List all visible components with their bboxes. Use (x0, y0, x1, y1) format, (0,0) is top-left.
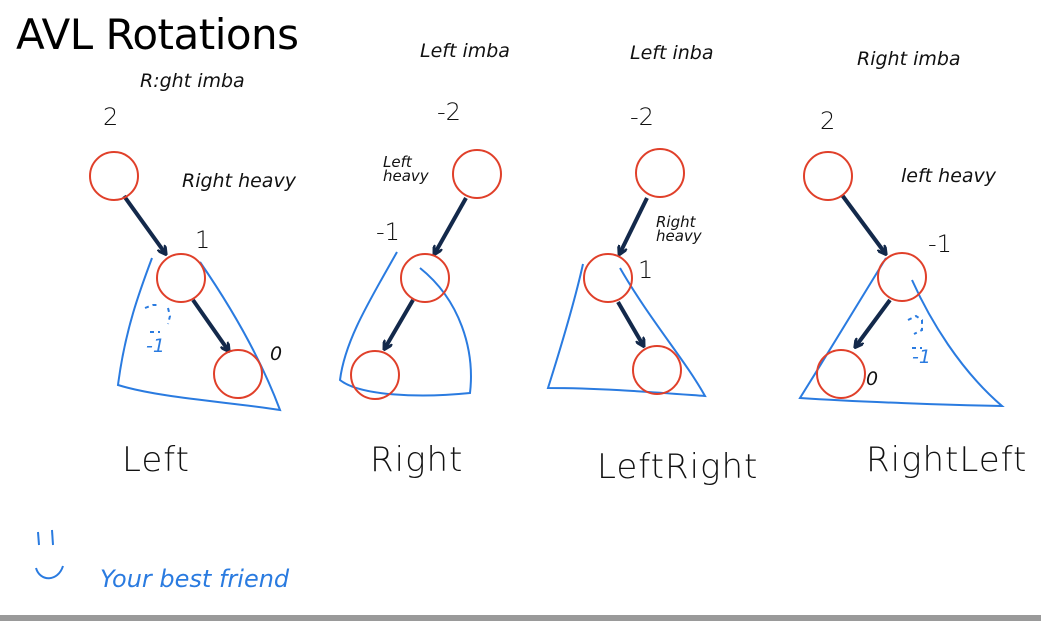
child-balance: -1 (376, 218, 400, 246)
smiley-icon (35, 529, 64, 580)
child-node (877, 252, 927, 302)
edge-root-child (840, 193, 885, 253)
edge-root-child (620, 197, 649, 253)
panel-left-rotation (89, 151, 282, 412)
page-title: AVL Rotations (16, 10, 299, 59)
root-node (803, 151, 853, 201)
grandchild-balance: 0 (270, 343, 283, 365)
child-balance: 1 (195, 226, 211, 254)
rotation-label: RightLeft (866, 440, 1028, 480)
edge-child-grandchild (856, 298, 892, 346)
subtree-outline (798, 257, 1005, 408)
imbalance-note: Left inba (630, 42, 714, 64)
edge-child-grandchild (385, 298, 415, 348)
heavy-note: left heavy (901, 165, 997, 187)
subtree-dashed-hint (907, 314, 923, 349)
subtree-outline (338, 251, 472, 397)
child-node (400, 253, 450, 303)
root-node (452, 149, 502, 199)
subtree-outline (546, 263, 707, 398)
child-balance: 1 (638, 256, 654, 284)
edge-root-child (122, 194, 165, 253)
footnote: Your best friend (100, 565, 290, 593)
grandchild-node (350, 350, 400, 400)
root-balance: -2 (437, 98, 461, 126)
panel-right-rotation (338, 149, 502, 400)
rotation-label: Right (370, 440, 464, 480)
root-node (635, 148, 685, 198)
subtree-outline (116, 257, 282, 412)
panel-leftright-rotation (546, 148, 707, 398)
imbalance-note: R:ght imba (140, 70, 245, 92)
grandchild-node (816, 349, 866, 399)
root-balance: -2 (630, 103, 654, 131)
edge-child-grandchild (191, 298, 228, 350)
child-balance: -1 (928, 230, 952, 258)
panel-rightleft-rotation (798, 151, 1005, 408)
root-node (89, 151, 139, 201)
grandchild-balance: 0 (866, 368, 879, 390)
subtree-label: -1 (912, 346, 931, 368)
root-balance: 2 (820, 107, 836, 135)
bottom-divider (0, 615, 1041, 621)
grandchild-node (632, 345, 682, 395)
imbalance-note: Right imba (857, 48, 961, 70)
subtree-label: -1 (146, 335, 165, 357)
rotation-label: LeftRight (597, 447, 759, 487)
child-node (583, 253, 633, 303)
heavy-note: Right heavy (182, 170, 296, 192)
child-node (156, 253, 206, 303)
rotation-label: Left (122, 440, 190, 480)
heavy-note: Left heavy (383, 153, 429, 185)
imbalance-note: Left imba (420, 40, 510, 62)
subtree-dashed-hint (144, 304, 172, 333)
edge-root-child (435, 197, 468, 253)
edge-child-grandchild (616, 300, 643, 345)
heavy-note: Right heavy (656, 213, 702, 245)
root-balance: 2 (103, 103, 119, 131)
grandchild-node (213, 349, 263, 399)
